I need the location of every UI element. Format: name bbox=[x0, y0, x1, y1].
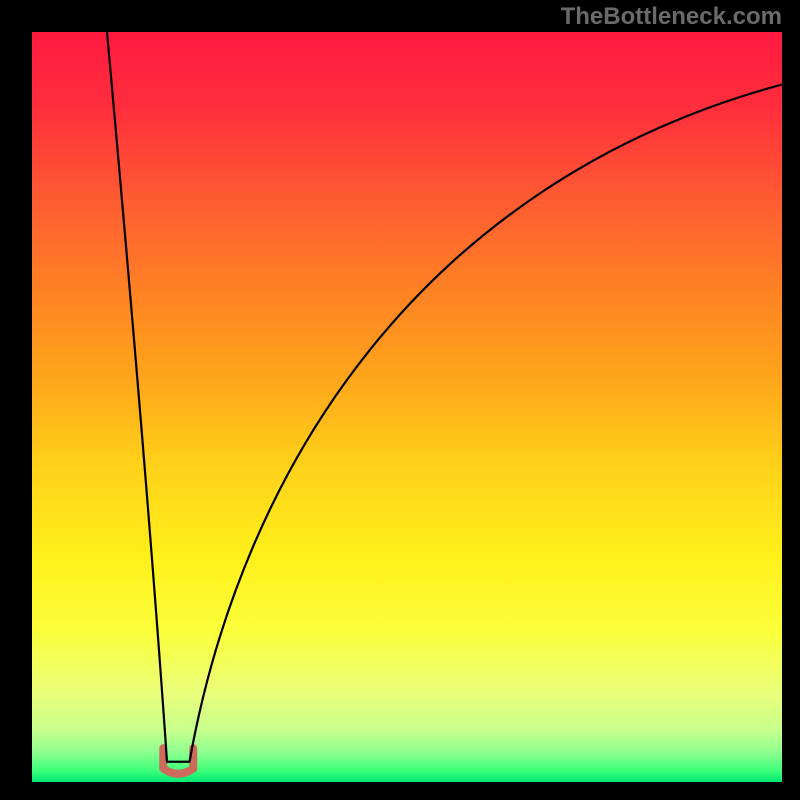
chart-frame: TheBottleneck.com bbox=[0, 0, 800, 800]
watermark-text: TheBottleneck.com bbox=[561, 3, 782, 31]
gradient-background bbox=[32, 32, 782, 782]
plot-area bbox=[32, 32, 782, 782]
chart-svg bbox=[32, 32, 782, 782]
